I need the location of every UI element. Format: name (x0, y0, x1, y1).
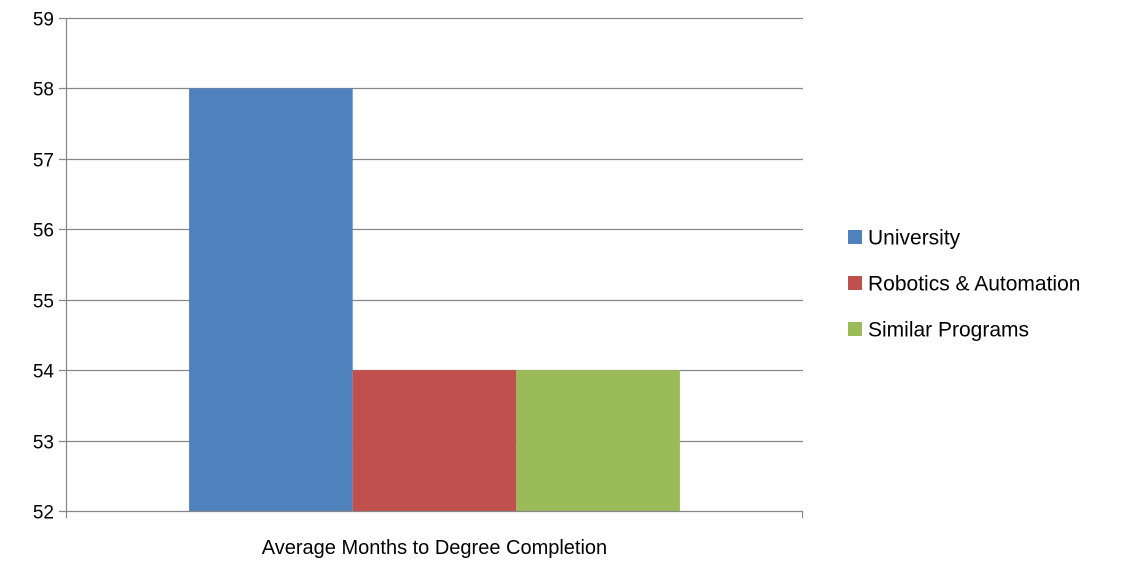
x-axis-category-label: Average Months to Degree Completion (262, 537, 607, 559)
y-axis-tick-labels: 52 53 54 55 56 57 58 59 (33, 10, 55, 524)
y-tick-label-54: 54 (33, 362, 55, 383)
legend-label-robotics-automation: Robotics & Automation (868, 273, 1080, 296)
axes (59, 18, 804, 518)
legend-swatch-university (848, 230, 862, 244)
bar-robotics-automation (352, 370, 517, 511)
legend-swatch-robotics-automation (848, 276, 862, 290)
legend-swatch-similar-programs (848, 322, 862, 336)
y-tick-label-55: 55 (33, 292, 54, 313)
y-tick-label-52: 52 (33, 503, 54, 524)
legend-label-similar-programs: Similar Programs (868, 319, 1029, 342)
legend-label-university: University (868, 227, 961, 250)
y-tick-label-56: 56 (33, 221, 54, 242)
bar-university (189, 88, 353, 511)
bars (189, 88, 680, 511)
y-tick-label-58: 58 (33, 80, 54, 101)
y-tick-label-53: 53 (33, 433, 54, 454)
gridlines (59, 17, 803, 443)
bar-similar-programs (516, 370, 680, 511)
y-tick-label-57: 57 (33, 151, 54, 172)
legend: University Robotics & Automation Similar P… (848, 227, 1080, 342)
y-tick-label-59: 59 (33, 10, 54, 31)
